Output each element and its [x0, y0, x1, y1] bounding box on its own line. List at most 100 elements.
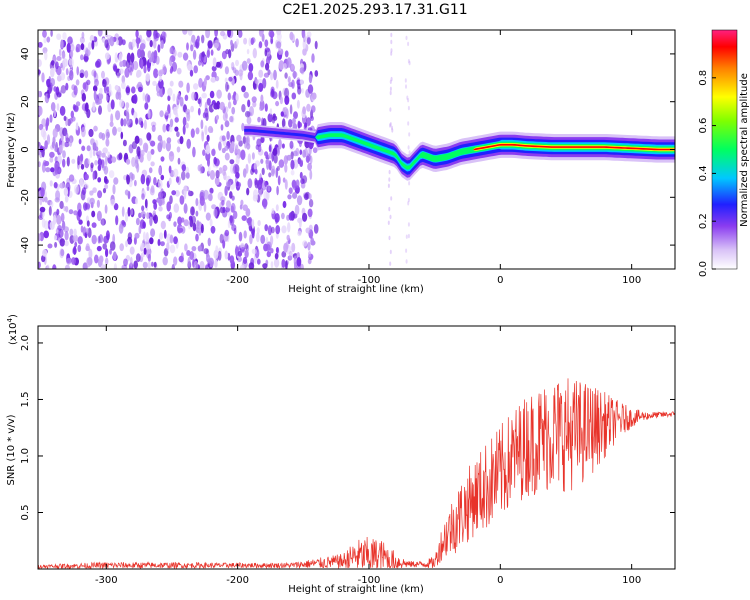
noise-blob — [160, 241, 165, 247]
noise-blob — [299, 171, 303, 179]
noise-blob — [49, 114, 53, 123]
noise-blob — [93, 85, 98, 92]
noise-blob — [247, 153, 252, 164]
noise-blob — [215, 75, 220, 82]
noise-blob — [115, 215, 119, 226]
noise-blob — [285, 260, 288, 269]
noise-blob — [81, 126, 86, 138]
noise-blob — [284, 87, 290, 99]
noise-blob — [98, 132, 104, 139]
noise-blob — [237, 250, 243, 257]
noise-blob — [71, 257, 76, 265]
noise-blob — [131, 61, 134, 72]
noise-blob — [62, 150, 66, 159]
noise-blob — [389, 261, 392, 266]
noise-blob — [84, 228, 90, 234]
noise-blob — [301, 88, 304, 94]
noise-blob — [107, 151, 111, 158]
colorbar-label: Normalized spectral amplitude — [739, 73, 750, 227]
noise-blob — [133, 111, 138, 119]
noise-blob — [302, 175, 308, 184]
noise-blob — [143, 65, 147, 74]
noise-blob — [275, 100, 280, 107]
noise-blob — [169, 234, 174, 244]
noise-blob — [117, 127, 122, 133]
noise-blob — [96, 199, 100, 208]
noise-blob — [207, 258, 212, 264]
noise-blob — [39, 198, 43, 206]
noise-blob — [176, 131, 180, 138]
noise-blob — [150, 121, 157, 127]
noise-blob — [230, 39, 233, 47]
noise-blob — [236, 38, 239, 46]
noise-blob — [84, 173, 89, 181]
noise-blob — [247, 99, 251, 108]
noise-blob — [389, 249, 392, 255]
noise-blob — [182, 30, 188, 35]
noise-blob — [125, 102, 130, 109]
noise-blob — [67, 36, 73, 45]
noise-blob — [195, 198, 199, 207]
noise-blob — [173, 221, 177, 227]
noise-blob — [68, 209, 74, 215]
noise-blob — [38, 41, 43, 48]
noise-blob — [280, 111, 284, 117]
noise-blob — [228, 49, 232, 59]
noise-blob — [81, 145, 86, 152]
noise-blob — [77, 244, 82, 253]
noise-blob — [257, 179, 263, 190]
noise-blob — [159, 110, 164, 118]
noise-blob — [152, 39, 157, 49]
noise-blob — [168, 177, 172, 186]
noise-blob — [244, 249, 249, 258]
noise-blob — [209, 187, 214, 194]
noise-blob — [84, 203, 91, 210]
noise-blob — [258, 41, 263, 49]
noise-blob — [188, 189, 191, 197]
noise-blob — [146, 36, 151, 42]
noise-blob — [43, 36, 47, 44]
noise-blob — [162, 256, 168, 266]
noise-blob — [153, 50, 158, 60]
snr-x-ticks: -300 -200 -100 0 100 — [95, 326, 641, 586]
snr-x-tick-label: 0 — [497, 575, 503, 586]
noise-blob — [290, 169, 295, 176]
noise-blob — [180, 252, 184, 262]
noise-blob — [140, 121, 144, 128]
noise-blob — [191, 91, 196, 101]
noise-blob — [388, 177, 391, 182]
noise-blob — [220, 124, 224, 131]
colorbar-ticks: 0.0 0.2 0.4 0.6 0.8 — [698, 70, 716, 277]
noise-blob — [58, 48, 62, 57]
noise-blob — [46, 36, 51, 43]
noise-blob — [136, 69, 142, 78]
noise-blob — [404, 78, 407, 83]
noise-blob — [313, 224, 319, 234]
noise-blob — [288, 250, 293, 260]
noise-blob — [205, 264, 209, 269]
noise-blob — [291, 242, 296, 253]
noise-blob — [238, 69, 244, 77]
noise-blob — [242, 256, 248, 264]
noise-blob — [112, 251, 117, 261]
noise-blob — [97, 177, 102, 183]
noise-blob — [70, 110, 75, 119]
noise-blob — [302, 39, 307, 50]
noise-blob — [143, 247, 147, 255]
noise-blob — [209, 170, 215, 180]
noise-blob — [230, 62, 235, 68]
noise-blob — [405, 248, 408, 253]
noise-blob — [186, 82, 190, 94]
noise-blob — [289, 31, 294, 41]
noise-blob — [288, 212, 294, 221]
noise-blob — [174, 190, 180, 197]
noise-blob — [215, 114, 219, 121]
noise-blob — [408, 132, 411, 137]
noise-blob — [86, 220, 90, 227]
noise-blob — [183, 219, 189, 227]
noise-blob — [265, 244, 271, 252]
noise-blob — [302, 149, 306, 158]
noise-blob — [299, 263, 304, 269]
noise-blob — [388, 206, 391, 212]
noise-blob — [292, 192, 298, 199]
